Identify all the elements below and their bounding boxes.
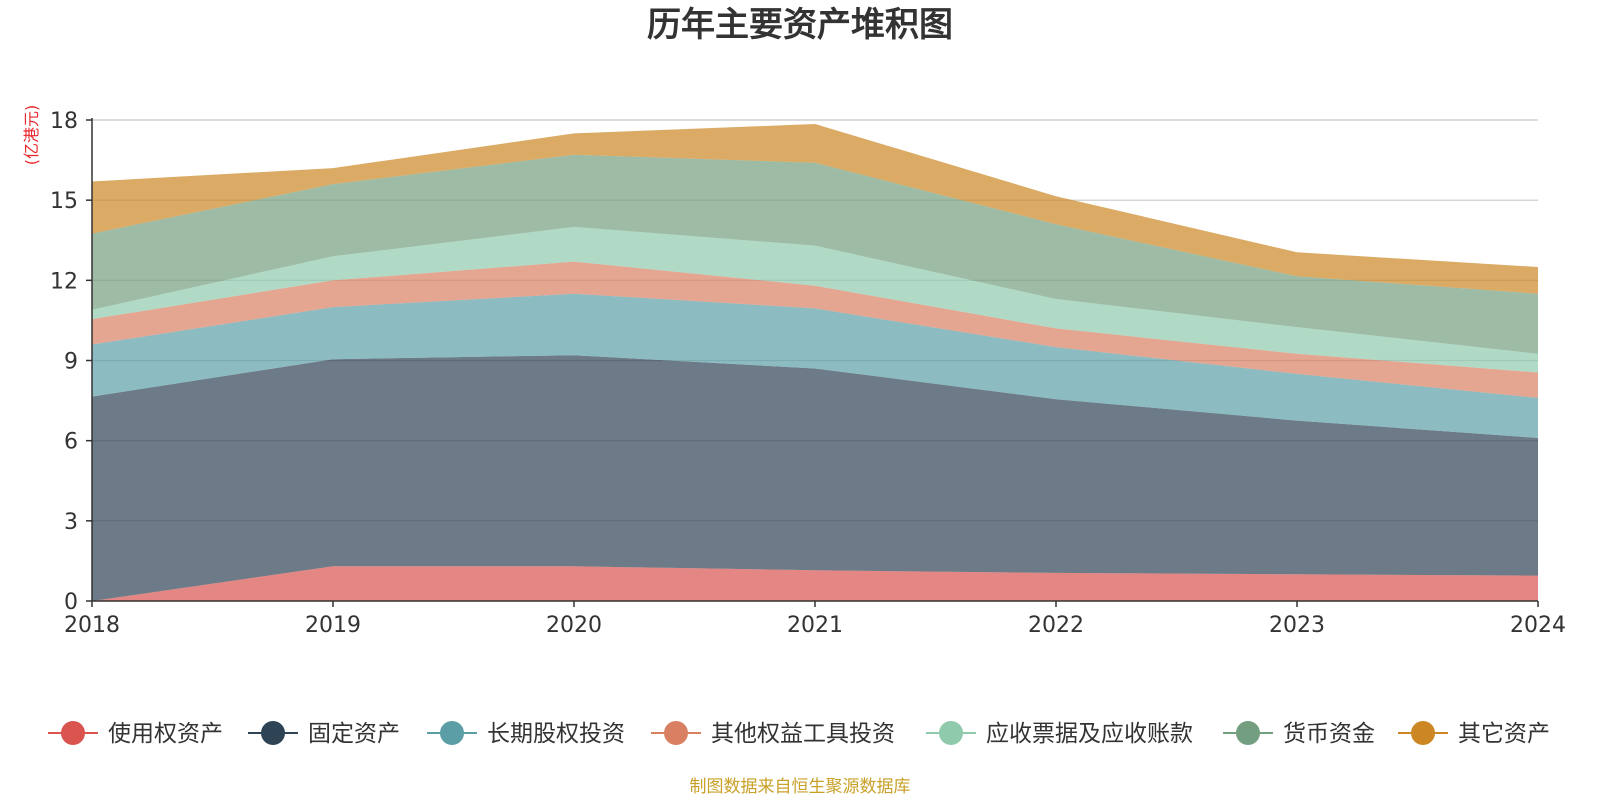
- area-series-group: [92, 124, 1538, 601]
- x-tick-label: 2018: [64, 613, 120, 638]
- y-tick-label: 9: [64, 350, 78, 375]
- legend-item-6[interactable]: 货币资金: [1223, 721, 1375, 747]
- legend-marker: [261, 721, 285, 745]
- source-note: 制图数据来自恒生聚源数据库: [690, 777, 911, 797]
- x-tick-label: 2023: [1269, 613, 1325, 638]
- legend-item-3[interactable]: 长期股权投资: [427, 721, 625, 747]
- legend-item-7[interactable]: 其它资产: [1398, 721, 1550, 747]
- x-tick-label: 2024: [1510, 613, 1566, 638]
- y-tick-label: 15: [50, 189, 78, 214]
- axes: 0 3 6 9 12 15 18 2018 2019 2020 2021 2022 2023 2024: [50, 109, 1566, 638]
- legend-marker: [61, 721, 85, 745]
- y-axis-unit-label: (亿港元): [22, 105, 41, 166]
- legend[interactable]: 使用权资产 固定资产 长期股权投资 其他权益工具投资 应收票据及应收账款 货币资金 其它资产: [48, 721, 1550, 747]
- legend-item-1[interactable]: 使用权资产: [48, 721, 223, 747]
- legend-label: 使用权资产: [108, 721, 223, 747]
- area-series-3: [92, 293, 1538, 438]
- legend-label: 其它资产: [1458, 721, 1550, 747]
- y-tick-label: 0: [64, 590, 78, 615]
- y-tick-label: 3: [64, 510, 78, 535]
- legend-label: 应收票据及应收账款: [986, 721, 1193, 747]
- chart-title: 历年主要资产堆积图: [647, 5, 953, 45]
- area-series-5: [92, 226, 1538, 373]
- x-tick-label: 2019: [305, 613, 361, 638]
- legend-item-2[interactable]: 固定资产: [248, 721, 400, 747]
- area-series-1: [92, 566, 1538, 601]
- y-tick-label: 6: [64, 430, 78, 455]
- legend-label: 固定资产: [308, 721, 400, 747]
- area-series-6: [92, 154, 1538, 354]
- x-tick-label: 2021: [787, 613, 843, 638]
- legend-marker: [1236, 721, 1260, 745]
- area-series-7: [92, 124, 1538, 294]
- y-tick-label: 18: [50, 109, 78, 134]
- legend-item-4[interactable]: 其他权益工具投资: [651, 721, 895, 747]
- legend-label: 货币资金: [1283, 721, 1375, 747]
- legend-marker: [939, 721, 963, 745]
- y-tick-label: 12: [50, 269, 78, 294]
- legend-item-5[interactable]: 应收票据及应收账款: [926, 721, 1193, 747]
- area-series-4: [92, 261, 1538, 398]
- legend-marker: [440, 721, 464, 745]
- x-tick-label: 2022: [1028, 613, 1084, 638]
- x-tick-label: 2020: [546, 613, 602, 638]
- legend-label: 长期股权投资: [487, 721, 625, 747]
- legend-marker: [664, 721, 688, 745]
- legend-label: 其他权益工具投资: [711, 721, 895, 747]
- area-series-2: [92, 355, 1538, 601]
- legend-marker: [1411, 721, 1435, 745]
